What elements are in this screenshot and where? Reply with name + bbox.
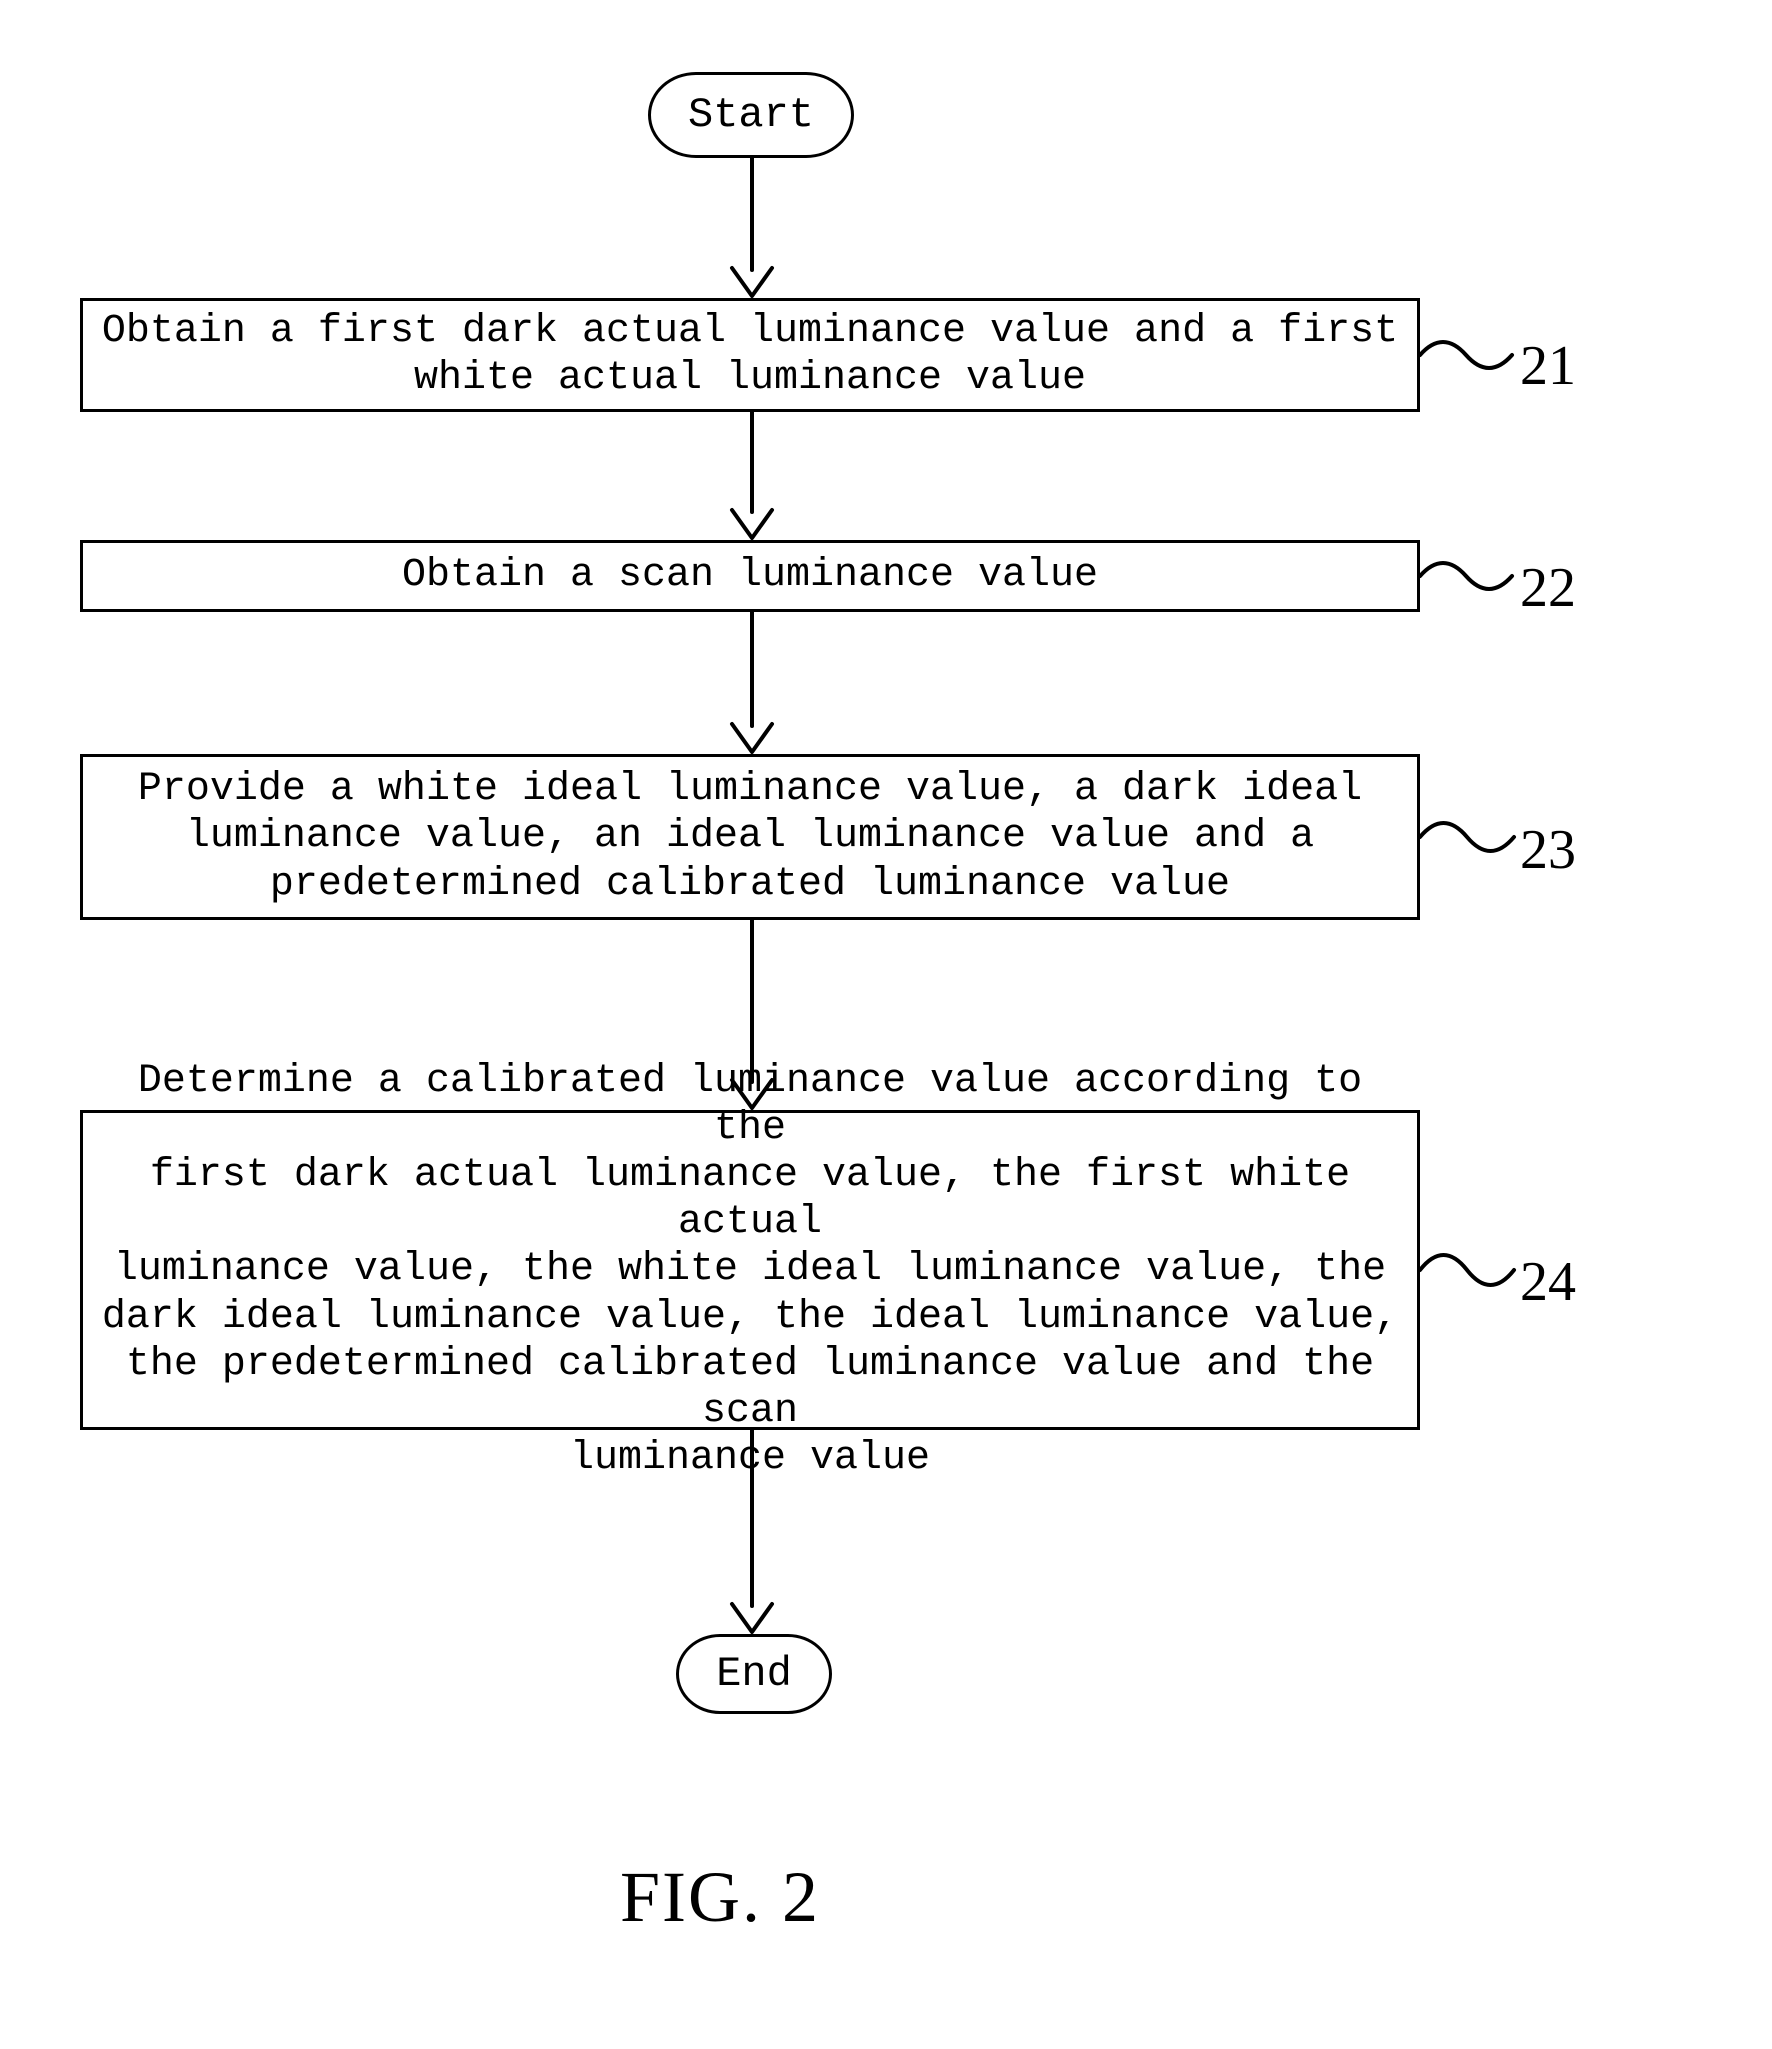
step-label-22: 22 xyxy=(1520,556,1576,620)
terminator-end-label: End xyxy=(716,1650,792,1698)
terminator-start: Start xyxy=(648,72,854,158)
step-label-21: 21 xyxy=(1520,334,1576,398)
step-box-21: Obtain a first dark actual luminance val… xyxy=(80,298,1420,412)
step-text-22: Obtain a scan luminance value xyxy=(402,552,1098,599)
terminator-start-label: Start xyxy=(688,91,814,139)
step-text-21: Obtain a first dark actual luminance val… xyxy=(102,308,1398,402)
figure-caption: FIG. 2 xyxy=(620,1856,820,1939)
terminator-end: End xyxy=(676,1634,832,1714)
step-box-24: Determine a calibrated luminance value a… xyxy=(80,1110,1420,1430)
step-box-22: Obtain a scan luminance value xyxy=(80,540,1420,612)
step-label-23: 23 xyxy=(1520,818,1576,882)
step-label-24: 24 xyxy=(1520,1250,1576,1314)
step-text-23: Provide a white ideal luminance value, a… xyxy=(138,766,1362,908)
step-box-23: Provide a white ideal luminance value, a… xyxy=(80,754,1420,920)
step-text-24: Determine a calibrated luminance value a… xyxy=(97,1058,1403,1483)
